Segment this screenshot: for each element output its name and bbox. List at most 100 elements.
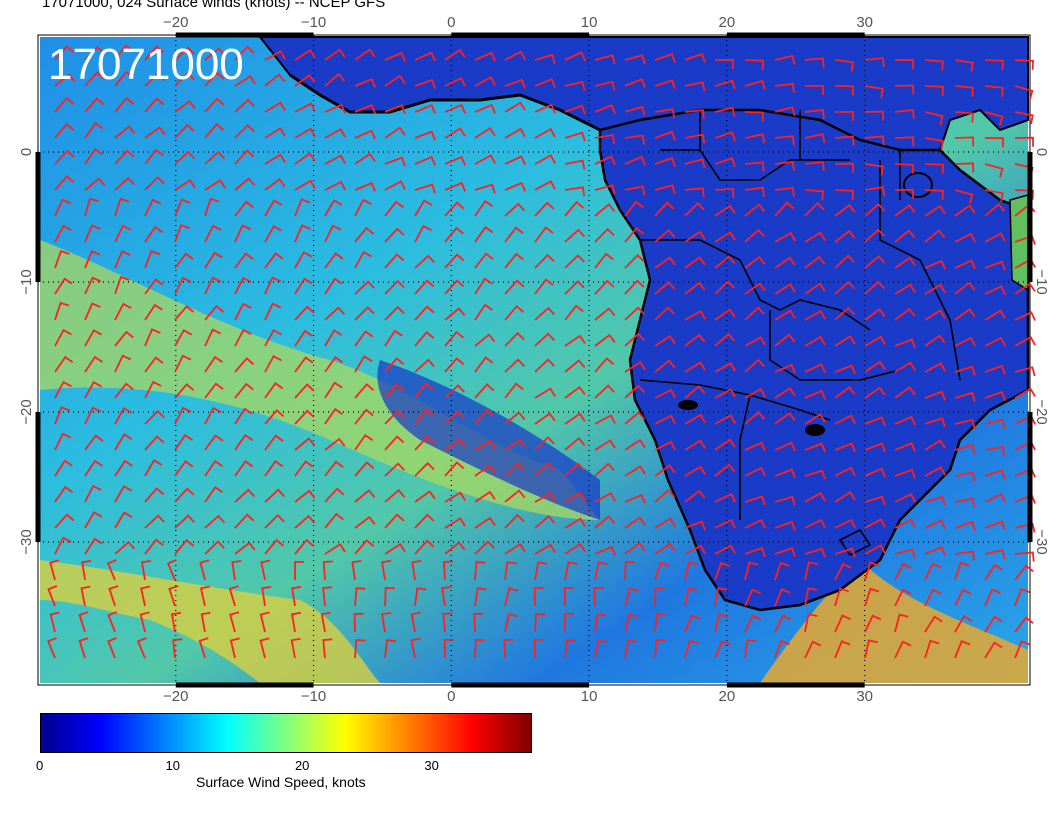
wind-barb bbox=[534, 103, 556, 114]
wind-barb bbox=[84, 71, 105, 87]
wind-barb bbox=[1014, 564, 1034, 581]
wind-barb bbox=[474, 587, 487, 607]
wind-barb bbox=[84, 329, 103, 347]
wind-barb bbox=[84, 177, 106, 191]
wind-barb bbox=[624, 361, 646, 373]
wind-barb bbox=[324, 199, 343, 217]
wind-barb bbox=[294, 277, 313, 295]
wind-barb bbox=[444, 541, 466, 555]
land-east-coast bbox=[1009, 194, 1029, 292]
wind-barb bbox=[444, 330, 464, 347]
wind-barb bbox=[291, 585, 302, 607]
wind-barb bbox=[594, 639, 608, 659]
wind-barb bbox=[324, 48, 346, 61]
lon-tick-label: 20 bbox=[719, 14, 736, 31]
wind-barb bbox=[54, 328, 72, 347]
wind-barb bbox=[954, 259, 976, 270]
wind-barb bbox=[594, 515, 616, 529]
coastline-gulf bbox=[289, 73, 601, 132]
wind-barb bbox=[804, 363, 826, 373]
wind-barb bbox=[654, 542, 676, 555]
wind-barb bbox=[864, 561, 880, 581]
wind-barb bbox=[774, 441, 796, 452]
wind-barb bbox=[924, 85, 944, 96]
lon-tick-labels-top: −20 −10 0 10 20 30 bbox=[163, 14, 873, 31]
wind-barb bbox=[234, 98, 255, 113]
wind-barb bbox=[984, 285, 1006, 295]
wind-barb bbox=[564, 228, 586, 243]
wind-barb bbox=[714, 187, 735, 198]
wind-barb bbox=[354, 152, 376, 165]
wind-barb bbox=[474, 76, 496, 87]
wind-barb bbox=[384, 462, 405, 477]
wind-barb bbox=[594, 414, 616, 425]
wind-barb bbox=[504, 279, 525, 295]
wind-barb bbox=[414, 461, 435, 477]
wind-barb bbox=[114, 433, 133, 451]
wind-barb bbox=[834, 414, 856, 425]
wind-barb bbox=[264, 276, 282, 295]
wind-barb bbox=[894, 468, 916, 479]
wind-barb bbox=[474, 51, 496, 62]
wind-barb bbox=[533, 638, 544, 659]
wind-barb bbox=[54, 45, 75, 61]
wind-barb bbox=[324, 356, 344, 373]
wind-barb bbox=[474, 383, 495, 399]
wind-barb bbox=[654, 517, 676, 529]
wind-barb bbox=[54, 432, 72, 451]
wind-barb bbox=[594, 333, 616, 347]
wind-barb bbox=[804, 335, 826, 347]
wind-barb bbox=[444, 357, 465, 373]
wind-barb bbox=[534, 127, 556, 139]
wind-barb bbox=[624, 613, 639, 633]
wind-barb bbox=[924, 229, 946, 243]
wind-barb bbox=[804, 389, 826, 400]
wind-barb bbox=[684, 465, 706, 477]
wind-barb bbox=[144, 514, 165, 529]
wind-barb bbox=[444, 127, 466, 139]
wind-barb bbox=[834, 385, 856, 399]
wind-barb bbox=[774, 135, 795, 146]
wind-barb bbox=[324, 103, 346, 114]
wind-barb bbox=[172, 638, 183, 659]
wind-barb bbox=[924, 309, 946, 321]
wind-barb bbox=[174, 276, 192, 295]
colorbar-tick-label: 30 bbox=[424, 758, 439, 773]
wind-barb bbox=[381, 559, 392, 581]
wind-barb bbox=[84, 276, 102, 295]
wind-barb bbox=[384, 200, 404, 217]
wind-barb bbox=[107, 611, 118, 633]
wind-barb bbox=[324, 512, 344, 529]
wind-barb bbox=[290, 611, 302, 633]
wind-barb bbox=[204, 251, 223, 269]
wind-barb bbox=[624, 78, 646, 89]
wind-barb bbox=[320, 611, 331, 633]
wind-barb bbox=[84, 511, 103, 529]
wind-barb bbox=[324, 329, 343, 347]
wind-barb bbox=[204, 47, 226, 61]
wind-barb bbox=[234, 328, 252, 347]
wind-barb bbox=[474, 103, 496, 114]
wind-barb bbox=[894, 109, 915, 120]
colorbar-label: Surface Wind Speed, knots bbox=[196, 774, 366, 790]
wind-barb bbox=[654, 306, 675, 321]
wind-barb bbox=[714, 204, 736, 217]
wind-barb bbox=[564, 437, 586, 451]
wind-barb bbox=[474, 199, 494, 217]
wind-barb bbox=[106, 559, 117, 581]
wind-barb bbox=[864, 639, 878, 659]
wind-barb bbox=[414, 490, 436, 503]
wind-barb bbox=[414, 254, 436, 269]
wind-barb bbox=[624, 332, 646, 347]
wind-barb bbox=[654, 229, 676, 243]
wind-barb bbox=[144, 459, 163, 477]
wind-barb bbox=[264, 354, 282, 373]
wind-barb bbox=[804, 413, 826, 425]
wind-barb bbox=[324, 154, 346, 165]
wind-barb bbox=[534, 387, 556, 399]
wind-barb bbox=[324, 127, 346, 139]
wind-barb bbox=[894, 492, 916, 503]
wind-barb bbox=[49, 611, 60, 633]
wind-barb bbox=[744, 282, 766, 295]
wind-barb bbox=[984, 563, 1003, 581]
